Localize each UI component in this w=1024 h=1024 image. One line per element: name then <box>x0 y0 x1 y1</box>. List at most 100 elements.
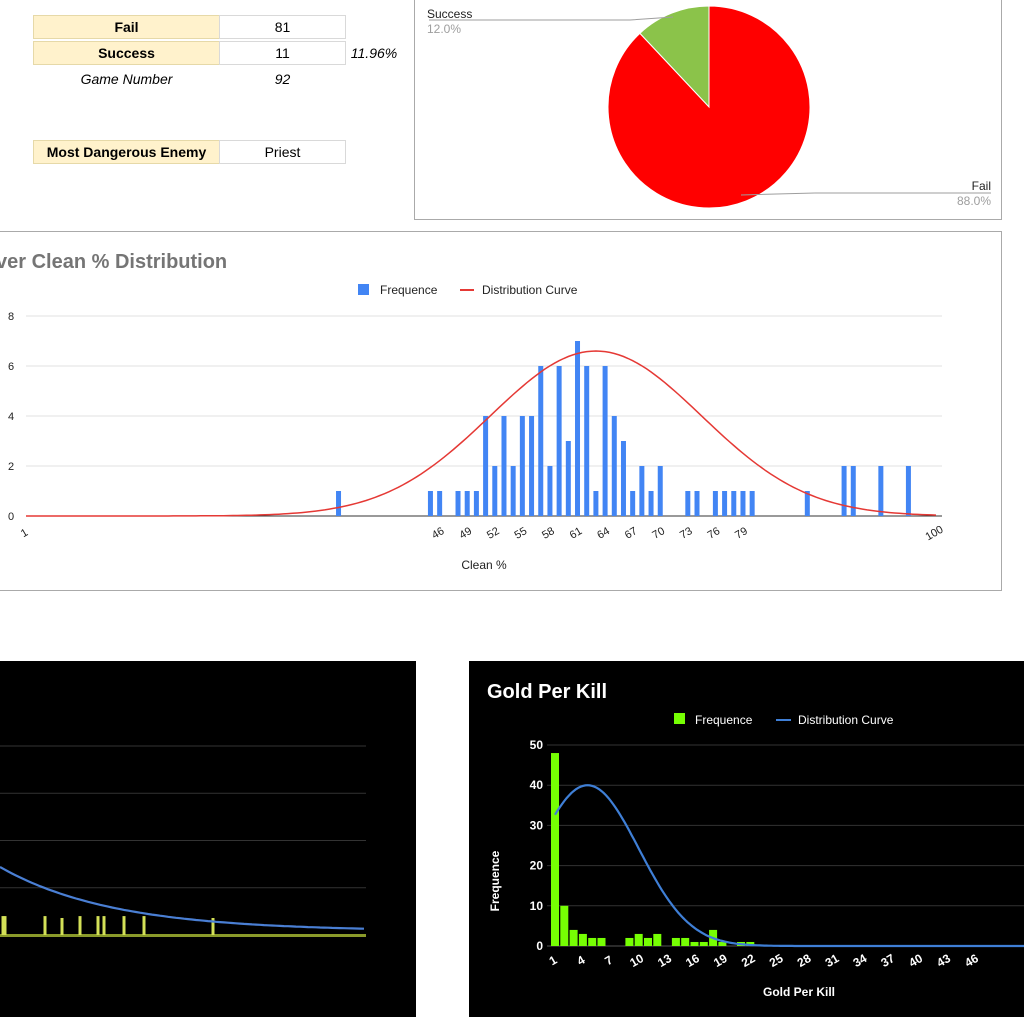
clean-bar[interactable] <box>749 491 755 516</box>
gold-y-tick-label: 40 <box>530 778 544 792</box>
gold-x-tick-label: 40 <box>906 951 925 970</box>
gold-bar[interactable] <box>681 937 690 946</box>
gold-x-tick-label: 43 <box>934 951 953 970</box>
clean-bar[interactable] <box>427 491 433 516</box>
clean-bar[interactable] <box>437 491 443 516</box>
clean-bar[interactable] <box>593 491 599 516</box>
clean-bar[interactable] <box>841 466 847 516</box>
dark-bar[interactable] <box>211 917 215 935</box>
gold-x-tick-label: 34 <box>851 951 870 970</box>
clean-y-tick-label: 8 <box>8 311 14 323</box>
clean-bar[interactable] <box>878 466 884 516</box>
dark-bar[interactable] <box>43 916 47 935</box>
clean-bar[interactable] <box>630 491 636 516</box>
success-slice-label: Success <box>427 7 472 21</box>
clean-bar[interactable] <box>584 366 590 516</box>
most-dangerous-enemy-value[interactable]: Priest <box>219 140 346 164</box>
gold-bar[interactable] <box>597 937 606 946</box>
gold-bar[interactable] <box>653 933 662 946</box>
clean-bar[interactable] <box>620 441 626 516</box>
gold-bar[interactable] <box>634 933 643 946</box>
clean-chart-title: ver Clean % Distribution <box>0 251 227 273</box>
clean-bar[interactable] <box>565 441 571 516</box>
clean-bar[interactable] <box>556 366 562 516</box>
clean-bar[interactable] <box>547 466 553 516</box>
clean-bar[interactable] <box>501 416 507 516</box>
clean-bar[interactable] <box>529 416 535 516</box>
gold-bar[interactable] <box>625 937 634 946</box>
clean-bar[interactable] <box>510 466 516 516</box>
clean-bar[interactable] <box>483 416 489 516</box>
gold-bar[interactable] <box>699 941 708 946</box>
dark-bar[interactable] <box>1 916 5 935</box>
gold-x-tick-label: 25 <box>767 951 786 970</box>
gold-bar[interactable] <box>569 929 578 946</box>
dark-distribution-chart[interactable] <box>0 661 416 1017</box>
clean-y-tick-label: 0 <box>8 511 14 523</box>
pie-slice-fail[interactable] <box>607 5 811 209</box>
pie-slice-success[interactable] <box>639 5 710 109</box>
clean-bar[interactable] <box>657 466 663 516</box>
clean-bar[interactable] <box>740 491 746 516</box>
gold-y-tick-label: 10 <box>530 899 544 913</box>
clean-bar[interactable] <box>455 491 461 516</box>
clean-bar[interactable] <box>575 341 581 516</box>
clean-bar[interactable] <box>639 466 645 516</box>
clean-x-tick-label: 58 <box>540 525 557 542</box>
gold-bar[interactable] <box>718 941 727 946</box>
success-label[interactable]: Success <box>33 41 220 65</box>
dark-bar[interactable] <box>142 916 146 935</box>
clean-bar[interactable] <box>519 416 525 516</box>
gold-bar[interactable] <box>560 905 569 946</box>
success-slice-percent: 12.0% <box>427 22 461 36</box>
dark-distribution-curve <box>0 866 365 930</box>
clean-bar[interactable] <box>538 366 544 516</box>
gold-bar[interactable] <box>671 937 680 946</box>
clean-x-tick-label: 79 <box>733 525 750 542</box>
gold-per-kill-chart[interactable]: Gold Per Kill Frequence Distribution Cur… <box>469 661 1024 1017</box>
gold-bar[interactable] <box>551 753 559 946</box>
dark-bar[interactable] <box>102 916 106 935</box>
clean-bar[interactable] <box>712 491 718 516</box>
dark-bar[interactable] <box>96 916 100 935</box>
clean-bar[interactable] <box>731 491 737 516</box>
pie-chart[interactable]: Success 12.0% Fail 88.0% <box>414 0 1002 220</box>
clean-bar[interactable] <box>336 491 342 516</box>
clean-y-tick-label: 2 <box>8 461 14 473</box>
clean-bar[interactable] <box>905 466 911 516</box>
clean-x-tick-label: 1 <box>19 527 30 540</box>
dark-bar[interactable] <box>60 917 64 935</box>
clean-bar[interactable] <box>722 491 728 516</box>
dark-bar[interactable] <box>78 916 82 935</box>
clean-bar[interactable] <box>602 366 608 516</box>
most-dangerous-enemy-label[interactable]: Most Dangerous Enemy <box>33 140 220 164</box>
gold-distribution-curve <box>554 784 1024 948</box>
fail-leader-line <box>740 192 991 196</box>
gold-x-tick-label: 37 <box>879 951 898 970</box>
clean-bar[interactable] <box>648 491 654 516</box>
success-leader-line <box>429 16 674 21</box>
gold-bar[interactable] <box>588 937 597 946</box>
fail-slice-label: Fail <box>972 179 991 193</box>
gold-bar[interactable] <box>644 937 652 946</box>
legend-curve-label: Distribution Curve <box>482 283 578 297</box>
clean-bar[interactable] <box>492 466 498 516</box>
gold-legend-curve-label: Distribution Curve <box>798 713 894 727</box>
dark-bar[interactable] <box>122 916 126 935</box>
dark-bar[interactable] <box>3 916 7 935</box>
clean-bar[interactable] <box>464 491 470 516</box>
gold-bar[interactable] <box>690 941 699 946</box>
clean-bar[interactable] <box>611 416 617 516</box>
fail-value[interactable]: 81 <box>219 15 346 39</box>
clean-bar[interactable] <box>850 466 856 516</box>
clean-bar[interactable] <box>473 491 479 516</box>
clean-bar[interactable] <box>804 491 810 516</box>
clean-distribution-chart[interactable]: ver Clean % Distribution Frequence Distr… <box>0 231 1002 591</box>
gold-legend-frequence-swatch <box>674 713 685 724</box>
gold-x-tick-label: 7 <box>602 953 615 969</box>
clean-bar[interactable] <box>685 491 691 516</box>
success-value[interactable]: 11 <box>219 41 346 65</box>
clean-bar[interactable] <box>694 491 700 516</box>
fail-label[interactable]: Fail <box>33 15 220 39</box>
gold-bar[interactable] <box>578 933 587 946</box>
